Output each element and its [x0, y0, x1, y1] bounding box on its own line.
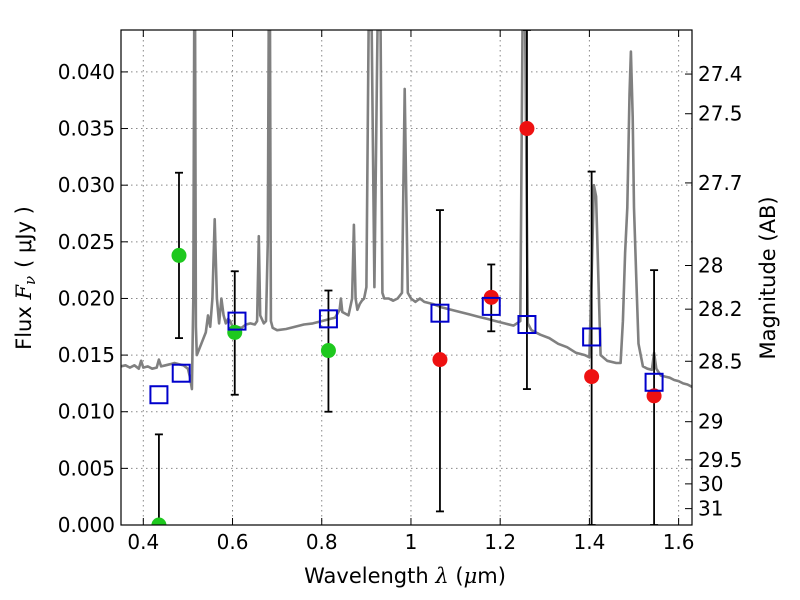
plot-frame	[120, 29, 693, 526]
blue-square-marker	[644, 372, 664, 392]
x-tick-label: 0.8	[306, 530, 338, 554]
green-data-point	[151, 517, 167, 525]
marker-layer	[149, 121, 664, 525]
red-data-point	[646, 388, 662, 404]
blue-square-marker	[318, 309, 338, 329]
red-data-point	[519, 121, 535, 137]
magnitude-tick-label: 30	[698, 472, 723, 496]
tick-layer: 0.4 0.6 0.8 1 1.2 1.4 1.6 0.000 0.005 0.010 0.015 0…	[58, 30, 743, 554]
green-data-point	[227, 324, 243, 340]
x-axis-label: Wavelength λ (μm)	[304, 564, 506, 588]
y-tick-label: 0.020	[58, 286, 115, 310]
y-tick-label: 0.030	[58, 173, 115, 197]
y-tick-label: 0.010	[58, 400, 115, 424]
y-tick-label: 0.035	[58, 117, 115, 141]
spectrum-layer	[121, 30, 692, 391]
blue-square-marker	[582, 327, 602, 347]
blue-square-marker	[171, 363, 191, 383]
x-label-unit-rest: m)	[477, 564, 506, 588]
x-label-prefix: Wavelength	[304, 564, 429, 588]
y-axis-label: Flux Fν ( μJy )	[12, 206, 39, 350]
y-label-unit: ( μJy )	[12, 206, 36, 268]
y-label-symbol: F	[12, 284, 36, 301]
x-tick-label: 0.6	[217, 530, 249, 554]
y-tick-label: 0.005	[58, 456, 115, 480]
x-label-unit-mu: μ	[464, 564, 478, 588]
x-tick-label: 1.2	[484, 530, 516, 554]
blue-square-marker	[149, 385, 169, 405]
blue-square-marker	[481, 296, 501, 316]
green-data-point	[320, 343, 336, 359]
magnitude-tick-label: 29.5	[698, 448, 743, 472]
x-label-symbol: λ	[434, 564, 448, 588]
x-label-unit-open: (	[455, 564, 463, 588]
blue-square-marker	[517, 315, 537, 335]
y-tick-label: 0.000	[58, 513, 115, 537]
y-label-subscript: ν	[21, 276, 39, 285]
magnitude-tick-label: 27.4	[698, 62, 743, 86]
magnitude-tick-label: 28	[698, 254, 723, 278]
magnitude-tick-label: 27.5	[698, 102, 743, 126]
x-tick-label: 1.6	[663, 530, 695, 554]
red-data-point	[432, 352, 448, 368]
blue-square-marker	[227, 311, 247, 331]
x-tick-label: 1.4	[573, 530, 605, 554]
magnitude-tick-label: 31	[698, 497, 723, 521]
magnitude-tick-label: 27.7	[698, 171, 743, 195]
x-tick-label: 1	[405, 530, 418, 554]
magnitude-tick-label: 28.5	[698, 349, 743, 373]
blue-square-marker	[430, 303, 450, 323]
y-tick-label: 0.015	[58, 343, 115, 367]
spectrum-line	[121, 30, 692, 391]
y-tick-label: 0.025	[58, 230, 115, 254]
y-tick-label: 0.040	[58, 60, 115, 84]
y-label-prefix: Flux	[12, 306, 36, 350]
x-tick-label: 0.4	[127, 530, 159, 554]
magnitude-tick-label: 28.2	[698, 297, 743, 321]
magnitude-tick-label: 29	[698, 410, 723, 434]
y2-axis-label: Magnitude (AB)	[756, 196, 780, 359]
red-data-point	[584, 369, 600, 385]
green-data-point	[171, 247, 187, 263]
